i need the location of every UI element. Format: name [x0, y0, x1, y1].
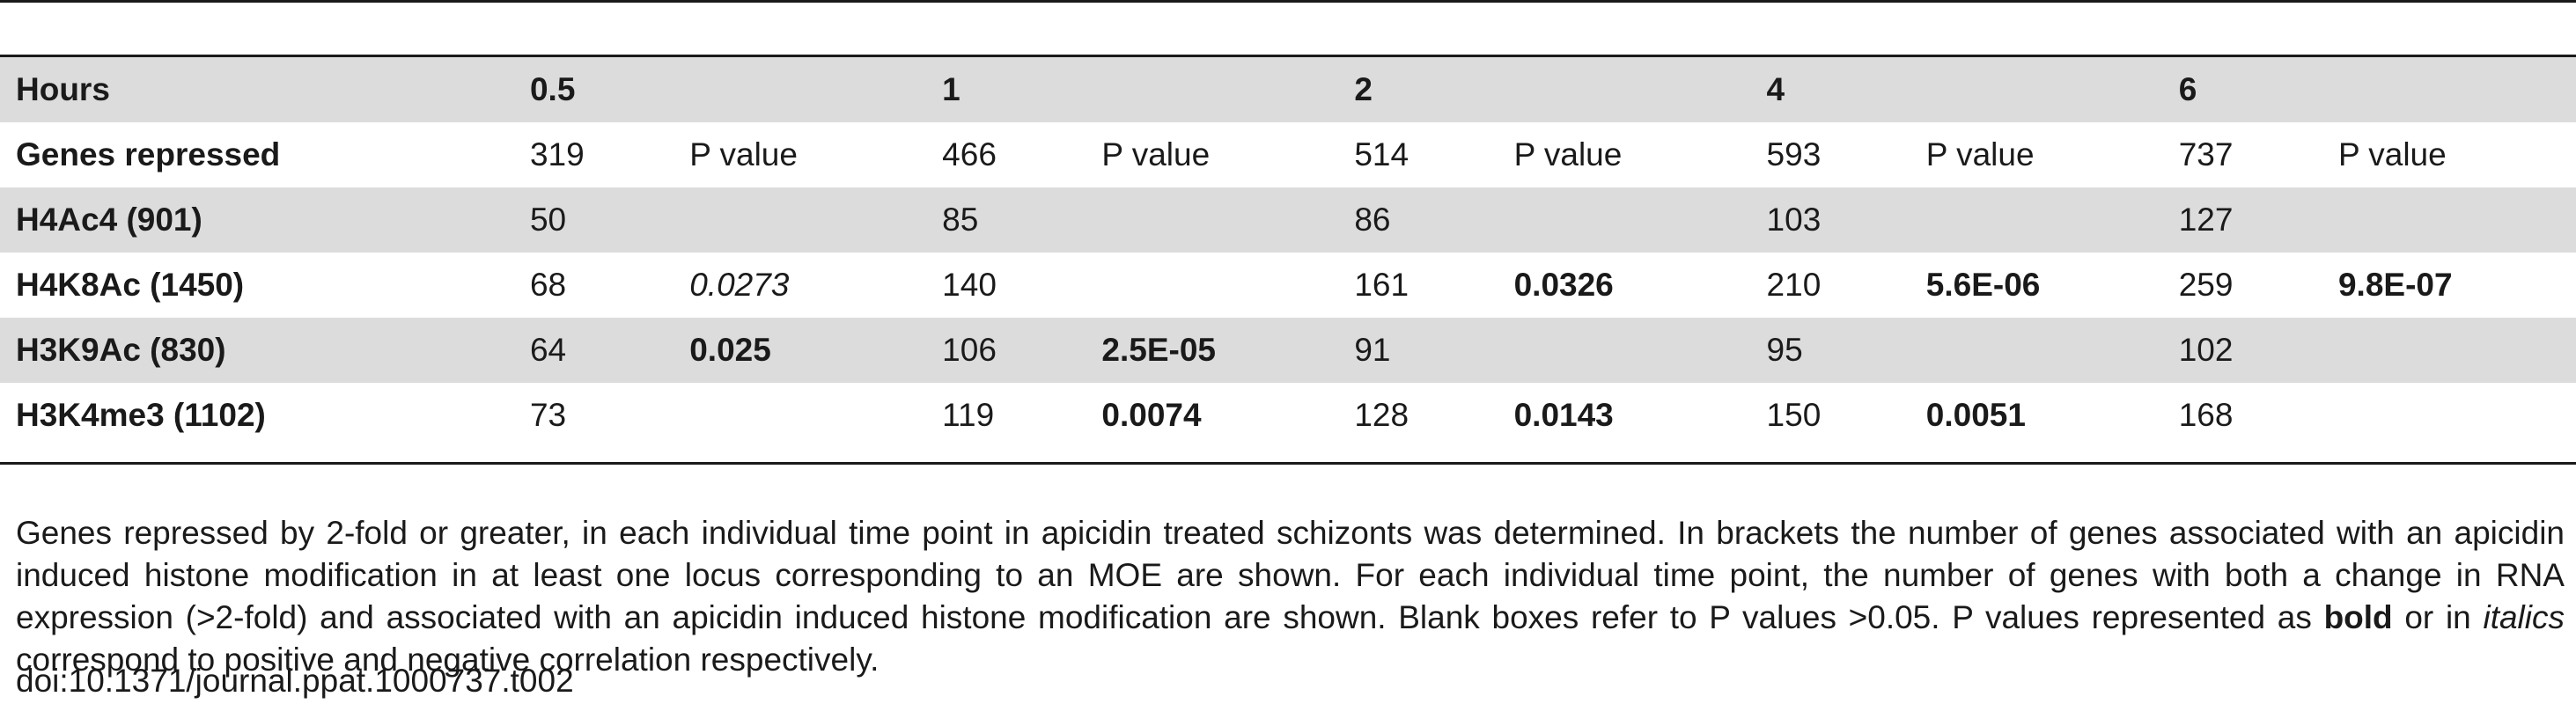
header-label: Hours [0, 57, 514, 122]
gene-count-cell: 319 [529, 136, 585, 172]
gene-count-cell: 140 [942, 267, 997, 303]
p-value-cell: 0.0074 [1101, 397, 1202, 433]
p-value-cell: P value [1925, 136, 2035, 172]
gene-count-cell: 593 [1766, 136, 1822, 172]
doi-link[interactable]: doi:10.1371/journal.ppat.1000737.t002 [16, 663, 574, 699]
p-value-cell: P value [689, 136, 798, 172]
caption-text: Genes repressed by 2-fold or greater, in… [16, 515, 2565, 635]
header-row: Hours 0.5 1 2 4 6 [0, 57, 2576, 122]
gene-count-cell: 127 [2162, 187, 2322, 253]
p-value-cell: P value [1101, 136, 1211, 172]
gene-count-cell: 514 [1354, 136, 1409, 172]
table-body: Hours 0.5 1 2 4 6 Genes repressed 319 P va… [0, 57, 2576, 448]
row-label: H4K8Ac (1450) [16, 267, 245, 303]
p-value-cell [1910, 187, 2163, 253]
p-value-cell [1498, 187, 1751, 253]
header-cell: 4 [1750, 57, 1910, 122]
p-value-cell: 0.025 [673, 318, 927, 383]
caption-italic-word: italics [2483, 599, 2565, 635]
table-row: H3K9Ac (830) 64 0.025 106 2.5E-05 91 95 102 [0, 318, 2576, 383]
p-value-cell [673, 187, 927, 253]
gene-count-cell: 91 [1338, 318, 1498, 383]
gene-count-cell: 50 [513, 187, 674, 253]
p-value-cell: P value [2337, 136, 2447, 172]
header-cell [1910, 57, 2163, 122]
header-cell: 2 [1338, 57, 1498, 122]
caption-text: or in [2392, 599, 2484, 635]
table-row: Genes repressed 319 P value 466 P value 514 P … [0, 122, 2576, 187]
gene-count-cell: 259 [2178, 267, 2234, 303]
gene-count-cell: 119 [942, 397, 995, 433]
p-value-cell: 0.0273 [689, 267, 790, 303]
p-value-cell [2322, 383, 2576, 448]
p-value-cell: 5.6E-06 [1925, 267, 2041, 303]
gene-count-cell: 102 [2162, 318, 2322, 383]
p-value-cell: 0.0051 [1925, 397, 2026, 433]
caption-text: correspond to positive and negative corr… [16, 642, 880, 678]
header-cell [1498, 57, 1751, 122]
p-value-cell [2322, 318, 2576, 383]
table-top-rule [0, 0, 2576, 3]
gene-count-cell: 128 [1354, 397, 1409, 433]
gene-count-cell: 168 [2178, 397, 2234, 433]
gene-count-cell: 737 [2178, 136, 2234, 172]
table-row: H3K4me3 (1102) 73 119 0.0074 128 0.0143 150 0.0… [0, 383, 2576, 448]
header-cell [673, 57, 927, 122]
header-cell: 6 [2162, 57, 2322, 122]
header-cell: 1 [926, 57, 1086, 122]
gene-count-cell: 103 [1750, 187, 1910, 253]
gene-count-cell: 466 [942, 136, 997, 172]
table-bottom-rule [0, 462, 2576, 465]
header-cell: 0.5 [513, 57, 674, 122]
header-cell [1086, 57, 1339, 122]
row-label: Genes repressed [16, 136, 281, 172]
p-value-cell [673, 383, 926, 448]
gene-count-cell: 73 [529, 397, 567, 433]
row-label: H3K4me3 (1102) [16, 397, 266, 433]
p-value-cell [1086, 187, 1339, 253]
gene-count-cell: 86 [1338, 187, 1498, 253]
gene-count-cell: 161 [1354, 267, 1409, 303]
gene-count-cell: 68 [529, 267, 567, 303]
p-value-cell [1086, 253, 1338, 318]
table-row: H4K8Ac (1450) 68 0.0273 140 161 0.0326 210 5.6E… [0, 253, 2576, 318]
p-value-cell [2322, 187, 2576, 253]
p-value-cell: P value [1513, 136, 1623, 172]
gene-count-cell: 64 [513, 318, 674, 383]
results-table: Hours 0.5 1 2 4 6 Genes repressed 319 P va… [0, 57, 2576, 448]
gene-count-cell: 85 [926, 187, 1086, 253]
p-value-cell [1498, 318, 1751, 383]
row-label: H3K9Ac (830) [0, 318, 514, 383]
caption-bold-word: bold [2323, 599, 2393, 635]
table-row: H4Ac4 (901) 50 85 86 103 127 [0, 187, 2576, 253]
gene-count-cell: 106 [926, 318, 1086, 383]
p-value-cell: 0.0326 [1513, 267, 1614, 303]
gene-count-cell: 210 [1766, 267, 1822, 303]
gene-count-cell: 95 [1750, 318, 1910, 383]
gene-count-cell: 150 [1766, 397, 1822, 433]
p-value-cell: 2.5E-05 [1086, 318, 1339, 383]
p-value-cell [1910, 318, 2163, 383]
table-header-rule [0, 55, 2576, 57]
row-label: H4Ac4 (901) [0, 187, 514, 253]
header-cell [2322, 57, 2576, 122]
table-caption: Genes repressed by 2-fold or greater, in… [16, 512, 2565, 681]
p-value-cell: 9.8E-07 [2337, 267, 2453, 303]
p-value-cell: 0.0143 [1513, 397, 1614, 433]
